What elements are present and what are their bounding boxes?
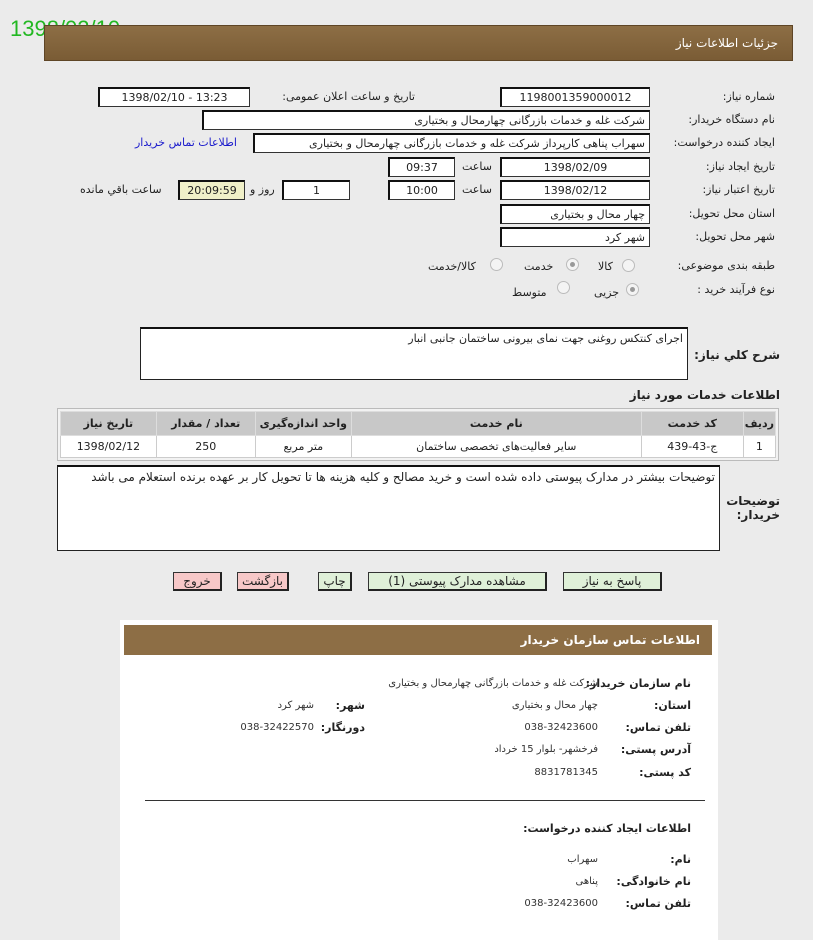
address-label: آدرس پستی: [620,743,691,756]
radio-goods-service[interactable] [490,258,503,271]
contact-title: اطلاعات تماس سازمان خریدار [520,633,700,647]
postal-label: کد پستی: [639,766,691,779]
created-date-field[interactable]: 1398/02/09 [500,157,650,177]
page-title: جزئیات اطلاعات نیاز [675,36,778,50]
buyer-contact-link[interactable]: اطلاعات تماس خریدار [135,136,237,149]
created-time-field[interactable]: 09:37 [388,157,455,177]
time-label: ساعت [462,183,492,196]
creator-phone-label: تلفن تماس: [625,897,691,910]
reply-button[interactable]: پاسخ به نیاز [563,572,662,591]
category-label: طبقه بندی موضوعی: [677,259,775,272]
city-label: شهر محل تحویل: [695,230,775,243]
radio-goods-service-label: کالا/خدمت [428,260,476,273]
days-label: روز و [250,183,275,196]
cell-name: سایر فعالیت‌های تخصصی ساختمان [350,435,642,458]
city-value: شهر کرد [277,700,314,711]
address-value: فرخشهر- بلوار 15 خرداد [494,744,598,755]
exit-button[interactable]: خروج [173,572,222,591]
creator-info-title: اطلاعات ایجاد کننده درخواست: [523,822,691,835]
table-row: 1 ج-43-439 سایر فعالیت‌های تخصصی ساختمان… [60,435,777,458]
need-number-field[interactable]: 1198001359000012 [500,87,650,107]
radio-minor-label: جزیی [594,286,620,299]
process-label: نوع فرآیند خرید : [697,283,775,296]
fax-label: دورنگار: [320,721,365,734]
name-value: سهراب [567,854,598,865]
services-title: اطلاعات خدمات مورد نیاز [629,388,780,402]
province-label: استان محل تحویل: [688,207,775,220]
col-code: کد خدمت [640,411,744,436]
org-value: شرکت غله و خدمات بازرگانی چهارمحال و بخت… [388,678,598,689]
col-row: ردیف [742,411,777,436]
name-label: نام: [670,853,691,866]
family-value: پناهی [575,876,598,887]
divider [145,800,705,801]
created-label: تاریخ ایجاد نیاز: [705,160,775,173]
announce-field[interactable]: 1398/02/10 - 13:23 [98,87,250,107]
remaining-label: ساعت باقي مانده [80,183,162,196]
province-value: چهار محال و بختیاری [511,700,598,711]
radio-goods-label: کالا [598,260,613,273]
cell-unit: متر مربع [254,435,352,458]
cell-code: ج-43-439 [640,435,744,458]
buyer-contact-panel: اطلاعات تماس سازمان خریدار نام سازمان خر… [120,620,718,940]
contact-header: اطلاعات تماس سازمان خریدار [124,625,712,655]
radio-minor[interactable] [626,283,639,296]
description-label: شرح کلي نياز: [694,348,780,362]
cell-date: 1398/02/12 [60,435,157,458]
valid-label: تاریخ اعتبار نیاز: [702,183,775,196]
col-date: تاریخ نیاز [60,411,157,436]
family-label: نام خانوادگی: [616,875,691,888]
creator-phone-value: 038-32423600 [524,898,598,909]
postal-value: 8831781345 [534,767,598,778]
cell-row: 1 [742,435,777,458]
days-field[interactable]: 1 [282,180,350,200]
time-label: ساعت [462,160,492,173]
radio-service-label: خدمت [524,260,554,273]
print-button[interactable]: چاپ [318,572,352,591]
phone-value: 038-32423600 [524,722,598,733]
valid-time-field[interactable]: 10:00 [388,180,455,200]
description-box[interactable]: اجرای کنتکس روغنی جهت نمای بیرونی ساختما… [140,327,688,380]
services-table: ردیف کد خدمت نام خدمت واحد اندازه‌گیری ت… [57,408,779,461]
announce-label: تاریخ و ساعت اعلان عمومی: [282,90,415,103]
fax-value: 038-32422570 [240,722,314,733]
province-field[interactable]: چهار محال و بختیاری [500,204,650,224]
cell-qty: 250 [155,435,256,458]
radio-medium[interactable] [557,281,570,294]
org-label: نام سازمان خریدار: [585,677,691,690]
need-number-label: شماره نیاز: [722,90,775,103]
back-button[interactable]: بازگشت [237,572,289,591]
page-header: جزئیات اطلاعات نیاز [44,25,793,61]
notes-label: توضیحات خریدار: [726,494,780,522]
buyer-field[interactable]: شرکت غله و خدمات بازرگانی چهارمحال و بخت… [202,110,650,130]
city-field[interactable]: شهر کرد [500,227,650,247]
radio-medium-label: متوسط [512,286,547,299]
col-name: نام خدمت [350,411,642,436]
notes-box[interactable]: توضیحات بیشتر در مدارک پیوستی داده شده ا… [57,465,720,551]
province-label: استان: [654,699,691,712]
attachments-button[interactable]: مشاهده مدارک پیوستی (1) [368,572,547,591]
radio-goods[interactable] [622,259,635,272]
phone-label: تلفن تماس: [625,721,691,734]
remaining-field: 20:09:59 [178,180,245,200]
radio-service[interactable] [566,258,579,271]
valid-date-field[interactable]: 1398/02/12 [500,180,650,200]
buyer-label: نام دستگاه خریدار: [688,113,775,126]
city-label: شهر: [335,699,365,712]
creator-label: ایجاد کننده درخواست: [673,136,775,149]
col-qty: تعداد / مقدار [155,411,256,436]
col-unit: واحد اندازه‌گیری [254,411,352,436]
creator-field[interactable]: سهراب پناهی کارپرداز شرکت غله و خدمات با… [253,133,650,153]
